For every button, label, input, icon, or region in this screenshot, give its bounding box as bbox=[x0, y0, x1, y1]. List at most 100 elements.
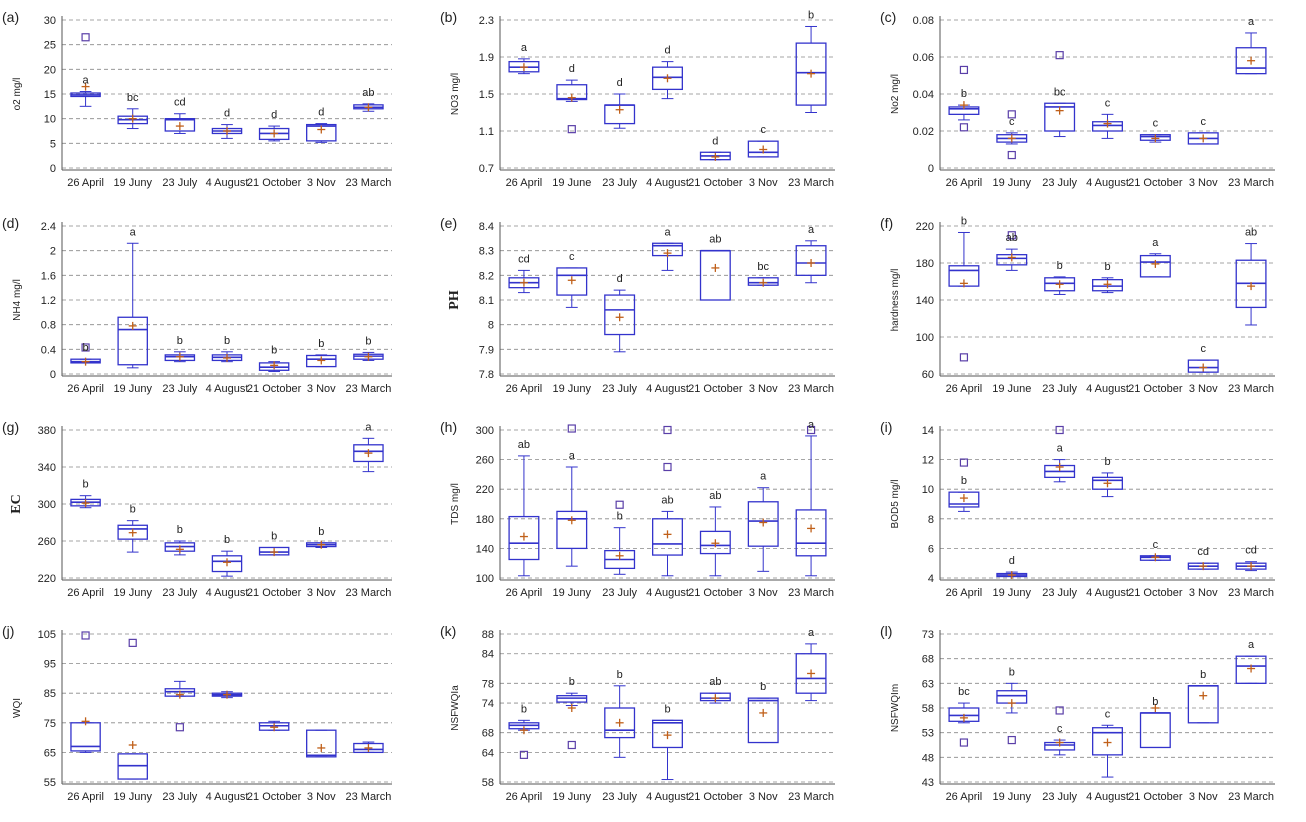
significance-letter: b bbox=[808, 9, 814, 21]
y-tick-label: 380 bbox=[38, 425, 56, 437]
box-plot: c bbox=[747, 124, 779, 158]
significance-letter: b bbox=[760, 681, 766, 693]
box-plot: ab bbox=[996, 231, 1028, 271]
box-iqr bbox=[1092, 476, 1123, 490]
y-tick-label: 0.02 bbox=[913, 126, 934, 138]
box-plot: d bbox=[604, 273, 636, 353]
x-tick-label: 4 August bbox=[646, 177, 689, 189]
y-tick-label: 85 bbox=[44, 688, 56, 700]
significance-letter: b bbox=[617, 511, 623, 523]
x-tick-label: 21 October bbox=[247, 177, 302, 189]
significance-letter: d bbox=[1009, 555, 1015, 567]
x-tick-label: 23 July bbox=[602, 383, 637, 395]
y-tick-label: 78 bbox=[482, 678, 494, 690]
x-tick-label: 3 Nov bbox=[749, 791, 778, 803]
box-plot: bc bbox=[948, 686, 980, 747]
significance-letter: b bbox=[271, 530, 277, 542]
box-plot: bc bbox=[747, 261, 779, 287]
significance-letter: b bbox=[961, 475, 967, 487]
y-tick-label: 1.6 bbox=[41, 270, 56, 282]
box-plot: c bbox=[1187, 116, 1219, 145]
x-tick-label: 23 July bbox=[602, 177, 637, 189]
x-tick-label: 3 Nov bbox=[1189, 587, 1218, 599]
x-tick-label: 3 Nov bbox=[1189, 791, 1218, 803]
y-tick-label: 0.4 bbox=[41, 344, 56, 356]
significance-letter: b bbox=[1104, 456, 1110, 468]
significance-letter: bc bbox=[1054, 86, 1066, 98]
y-tick-label: 220 bbox=[476, 484, 494, 496]
outlier-point bbox=[1055, 706, 1064, 715]
box-plot: d bbox=[604, 77, 636, 129]
x-tick-label: 4 August bbox=[1086, 383, 1129, 395]
box-plot: c bbox=[556, 251, 588, 308]
y-tick-label: 25 bbox=[44, 40, 56, 52]
x-tick-label: 4 August bbox=[646, 383, 689, 395]
significance-letter: bc bbox=[958, 686, 970, 698]
x-tick-label: 23 July bbox=[162, 791, 197, 803]
x-tick-label: 19 June bbox=[552, 177, 591, 189]
box-plot: b bbox=[70, 342, 101, 366]
x-tick-label: 23 July bbox=[162, 177, 197, 189]
y-tick-label: 140 bbox=[916, 295, 934, 307]
significance-letter: a bbox=[1152, 237, 1159, 249]
box-iqr bbox=[1187, 359, 1219, 373]
chart-panel: (k) 58 64 68 74 78 84 88 NSFWQIa 26 April 19 Juny 2… bbox=[440, 623, 835, 803]
y-axis-label: NO3 mg/l bbox=[450, 73, 461, 115]
box-plot: b bbox=[604, 500, 636, 575]
significance-letter: b bbox=[521, 703, 527, 715]
box-plot: b bbox=[1092, 456, 1123, 498]
x-tick-label: 19 June bbox=[992, 383, 1031, 395]
outlier-point bbox=[959, 458, 969, 467]
y-tick-label: 68 bbox=[482, 728, 494, 740]
significance-letter: d bbox=[664, 45, 670, 57]
x-tick-label: 23 July bbox=[602, 791, 637, 803]
y-tick-label: 0 bbox=[50, 163, 56, 175]
significance-letter: a bbox=[83, 75, 90, 87]
box-plot: b bbox=[211, 534, 243, 577]
significance-letter: cd bbox=[1197, 546, 1209, 558]
y-tick-label: 220 bbox=[38, 573, 56, 585]
significance-letter: c bbox=[1105, 708, 1111, 720]
x-tick-label: 3 Nov bbox=[307, 177, 336, 189]
panel-label: (k) bbox=[440, 623, 456, 639]
box-plot: ab bbox=[652, 425, 683, 577]
significance-letter: ab bbox=[709, 676, 721, 688]
chart-panel: (i) 4 6 8 10 12 14 BOD5 mg/l 26 April 19 Juny 23 J… bbox=[880, 419, 1275, 599]
box-iqr bbox=[1235, 47, 1267, 75]
chart-panel: (g) 220 260 300 340 380 EC 26 April 19 Juny 23 Ju… bbox=[2, 419, 392, 599]
y-tick-label: 8 bbox=[488, 320, 494, 332]
box-plot: a bbox=[795, 627, 827, 702]
box-plot: a bbox=[117, 226, 148, 369]
box-iqr bbox=[747, 697, 779, 744]
x-tick-label: 26 April bbox=[67, 383, 104, 395]
box-plot: c bbox=[1187, 343, 1219, 373]
x-tick-label: 3 Nov bbox=[749, 177, 778, 189]
x-tick-label: 4 August bbox=[206, 383, 249, 395]
outlier-point bbox=[519, 750, 529, 759]
y-tick-label: 180 bbox=[476, 514, 494, 526]
panel-label: (l) bbox=[880, 623, 892, 639]
box-iqr bbox=[117, 316, 148, 366]
outlier-point bbox=[959, 353, 969, 362]
y-axis-label: o2 mg/l bbox=[12, 78, 23, 111]
y-tick-label: 8.2 bbox=[479, 270, 494, 282]
chart-panel: (j) 55 65 75 85 95 105 WQI 26 April 19 Juny 23 Jul… bbox=[2, 623, 392, 803]
significance-letter: b bbox=[83, 342, 89, 354]
y-tick-label: 14 bbox=[922, 425, 934, 437]
box-iqr bbox=[1139, 254, 1171, 278]
outlier-point bbox=[1007, 735, 1016, 745]
box-iqr bbox=[795, 653, 827, 694]
y-tick-label: 100 bbox=[916, 332, 934, 344]
box-plot: cd bbox=[1187, 546, 1219, 571]
y-tick-label: 75 bbox=[44, 718, 56, 730]
box-plot: b bbox=[258, 345, 290, 373]
significance-letter: c bbox=[1009, 116, 1015, 128]
y-tick-label: 4 bbox=[928, 573, 934, 585]
outlier-point bbox=[1055, 51, 1064, 60]
box-plot: c bbox=[1139, 118, 1171, 143]
x-tick-label: 26 April bbox=[946, 791, 983, 803]
box-iqr bbox=[306, 354, 337, 368]
box-iqr bbox=[795, 245, 827, 276]
y-tick-label: 8.4 bbox=[479, 221, 494, 233]
significance-letter: b bbox=[224, 335, 230, 347]
